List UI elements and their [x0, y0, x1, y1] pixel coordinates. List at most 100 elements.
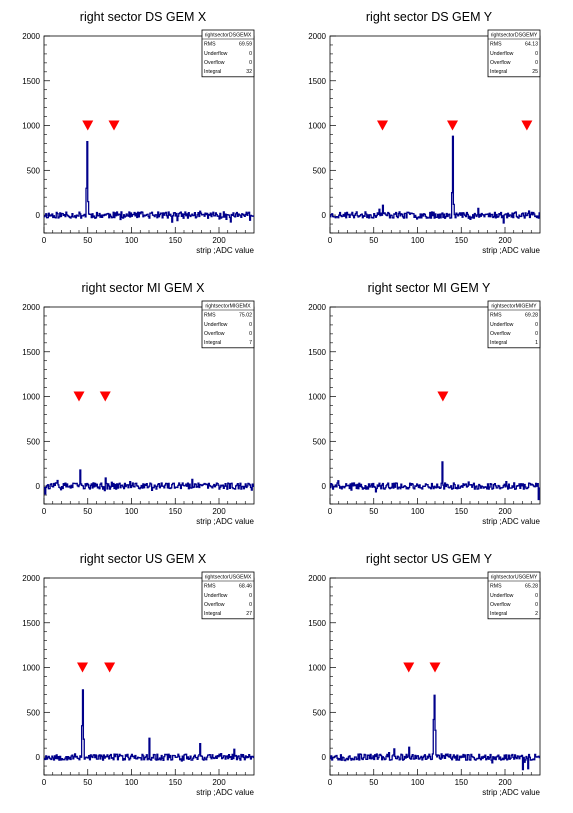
x-tick-label: 50 — [83, 507, 92, 516]
stats-row-value: 25 — [532, 69, 538, 75]
stats-row-label: Underflow — [490, 51, 514, 57]
stats-row-label: Overflow — [490, 602, 511, 608]
y-tick-label: 1500 — [22, 77, 40, 86]
stats-row-label: Integral — [490, 69, 507, 75]
histogram-panel: right sector DS GEM X 0 500 1000 1500 2000 0 50… — [0, 0, 286, 271]
histogram-series-line — [330, 461, 540, 501]
stats-box-title: rightsectorUSGEMX — [205, 575, 252, 581]
x-axis-label: strip ;ADC value — [196, 246, 254, 255]
stats-row-label: Overflow — [204, 331, 225, 337]
chart-title: right sector DS GEM Y — [366, 10, 493, 24]
stats-row-value: 32 — [246, 69, 252, 75]
stats-row-label: RMS — [204, 584, 216, 590]
stats-box-title: rightsectorDSGEMX — [205, 33, 252, 39]
x-tick-label: 150 — [455, 507, 469, 516]
x-axis-label: strip ;ADC value — [196, 788, 254, 797]
y-tick-label: 1000 — [22, 664, 40, 673]
x-tick-label: 0 — [328, 778, 333, 787]
y-tick-label: 1500 — [308, 348, 326, 357]
y-tick-label: 1500 — [22, 348, 40, 357]
x-tick-label: 100 — [411, 778, 425, 787]
x-tick-label: 100 — [125, 236, 139, 245]
y-tick-label: 500 — [313, 437, 327, 446]
stats-row-label: Overflow — [490, 60, 511, 66]
histogram-panel: right sector MI GEM X 0 500 1000 1500 2000 0 50… — [0, 271, 286, 542]
x-tick-label: 150 — [455, 236, 469, 245]
stats-row-label: Underflow — [204, 322, 228, 328]
peak-marker-triangle — [521, 120, 533, 131]
x-tick-label: 150 — [169, 778, 183, 787]
stats-row-value: 27 — [246, 611, 252, 617]
stats-row-value: 0 — [535, 593, 538, 599]
x-tick-label: 0 — [328, 507, 333, 516]
stats-box-title: rightsectorMIGEMY — [491, 304, 537, 310]
peak-marker-triangle — [73, 391, 85, 402]
peak-marker-triangle — [437, 391, 449, 402]
stats-row-value: 75.02 — [239, 313, 252, 319]
x-tick-label: 200 — [498, 236, 512, 245]
x-tick-label: 100 — [125, 778, 139, 787]
stats-row-label: Underflow — [490, 593, 514, 599]
stats-row-value: 0 — [535, 322, 538, 328]
y-tick-label: 0 — [322, 753, 327, 762]
y-tick-label: 0 — [36, 211, 41, 220]
y-tick-label: 2000 — [22, 574, 40, 583]
peak-marker-triangle — [82, 120, 94, 131]
stats-row-label: RMS — [490, 42, 502, 48]
stats-row-value: 68.46 — [239, 584, 252, 590]
x-tick-label: 150 — [455, 778, 469, 787]
x-tick-label: 100 — [125, 507, 139, 516]
stats-box: rightsectorDSGEMY RMS 64.13 Underflow 0 Overf… — [487, 29, 541, 78]
x-tick-label: 200 — [498, 778, 512, 787]
stats-row-label: Underflow — [490, 322, 514, 328]
stats-row-label: Overflow — [490, 331, 511, 337]
x-tick-label: 50 — [369, 507, 378, 516]
x-axis-label: strip ;ADC value — [482, 246, 540, 255]
y-tick-label: 1500 — [308, 77, 326, 86]
histogram-series-line — [44, 469, 254, 495]
stats-row-value: 65.28 — [525, 584, 538, 590]
stats-box: rightsectorUSGEMX RMS 68.46 Underflow 0 Overf… — [201, 571, 255, 620]
x-axis-label: strip ;ADC value — [482, 517, 540, 526]
stats-row-value: 1 — [535, 340, 538, 346]
stats-row-label: Integral — [204, 340, 221, 346]
stats-row-value: 0 — [535, 60, 538, 66]
y-tick-label: 500 — [313, 166, 327, 175]
y-tick-label: 1500 — [22, 619, 40, 628]
stats-row-value: 0 — [249, 322, 252, 328]
stats-row-label: Overflow — [204, 60, 225, 66]
stats-row-value: 0 — [249, 60, 252, 66]
stats-box: rightsectorDSGEMX RMS 69.59 Underflow 0 Overf… — [201, 29, 255, 78]
stats-box: rightsectorMIGEMY RMS 69.28 Underflow 0 Overf… — [487, 300, 541, 349]
stats-box-title: rightsectorDSGEMY — [491, 33, 538, 39]
histogram-series-line — [44, 141, 254, 223]
peak-marker-triangle — [108, 120, 120, 131]
chart-title: right sector MI GEM Y — [368, 281, 491, 295]
y-tick-label: 500 — [27, 708, 41, 717]
y-tick-label: 2000 — [308, 303, 326, 312]
stats-row-value: 69.28 — [525, 313, 538, 319]
x-tick-label: 200 — [212, 236, 226, 245]
y-tick-label: 1000 — [308, 664, 326, 673]
stats-row-value: 0 — [249, 331, 252, 337]
x-tick-label: 200 — [498, 507, 512, 516]
peak-marker-triangle — [429, 662, 441, 673]
stats-row-label: RMS — [490, 313, 502, 319]
x-tick-label: 100 — [411, 507, 425, 516]
histogram-panel: right sector MI GEM Y 0 500 1000 1500 2000 0 50… — [286, 271, 572, 542]
y-tick-label: 1500 — [308, 619, 326, 628]
stats-row-value: 0 — [535, 602, 538, 608]
stats-row-value: 0 — [535, 331, 538, 337]
chart-title: right sector DS GEM X — [80, 10, 207, 24]
y-tick-label: 1000 — [22, 393, 40, 402]
y-tick-label: 500 — [27, 437, 41, 446]
y-tick-label: 500 — [27, 166, 41, 175]
stats-row-label: Integral — [204, 611, 221, 617]
histogram-series-line — [330, 694, 540, 771]
stats-row-label: RMS — [204, 42, 216, 48]
